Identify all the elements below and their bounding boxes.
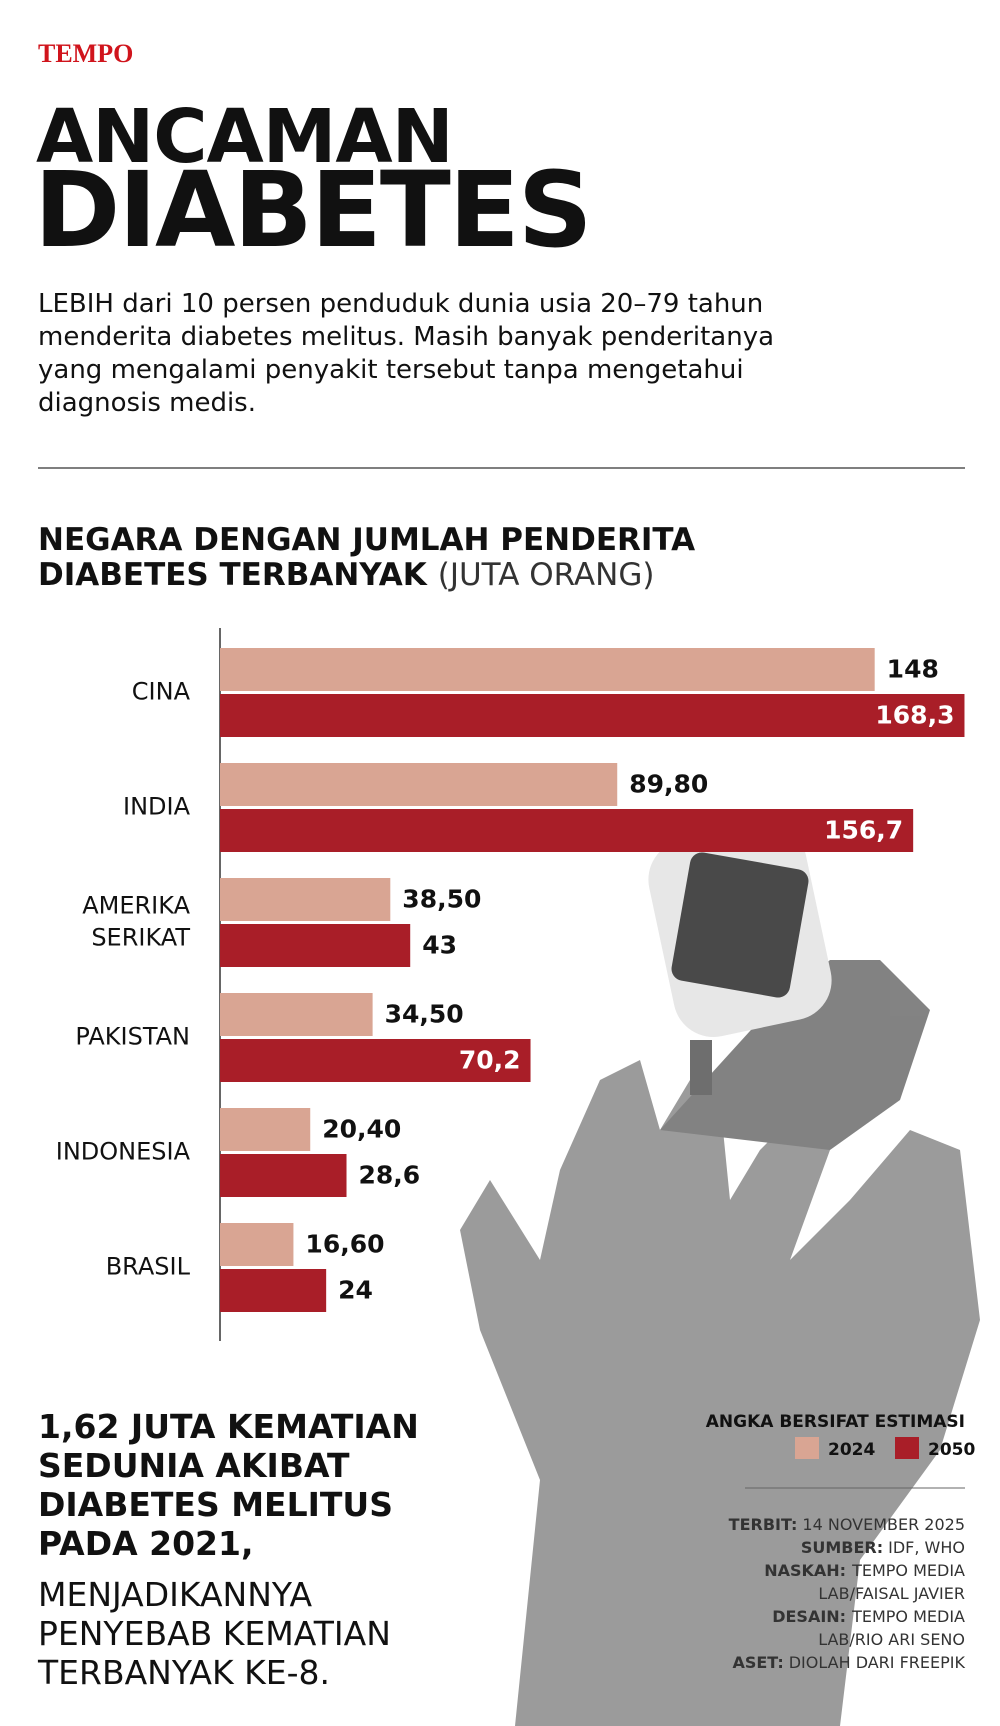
bar — [220, 924, 411, 967]
headline: DIABETES — [34, 149, 591, 271]
credit-label: DESAIN: — [772, 1607, 846, 1626]
value-label: 28,6 — [359, 1161, 421, 1190]
credit-value: LAB/RIO ARI SENO — [818, 1630, 965, 1649]
value-label: 24 — [338, 1276, 373, 1305]
illustration — [460, 822, 980, 1726]
intro-line: diagnosis medis. — [38, 388, 256, 418]
stat-bold: 1,62 JUTA KEMATIAN — [38, 1407, 419, 1446]
legend-title: ANGKA BERSIFAT ESTIMASI — [706, 1412, 965, 1432]
credit-label: ASET: — [732, 1653, 783, 1672]
category-label: INDONESIA — [56, 1138, 191, 1166]
category-label: PAKISTAN — [75, 1023, 190, 1051]
value-label: 38,50 — [402, 885, 481, 914]
chart-title: DIABETES TERBANYAK — [38, 557, 428, 593]
credit-value: TEMPO MEDIA — [851, 1561, 965, 1580]
value-label: 34,50 — [385, 1000, 464, 1029]
bar — [220, 993, 373, 1036]
bar — [220, 1269, 327, 1312]
legend-swatch — [795, 1437, 819, 1459]
stat-text: MENJADIKANNYA — [38, 1575, 312, 1614]
bar — [220, 1154, 347, 1197]
bar — [220, 648, 875, 691]
intro-line: menderita diabetes melitus. Masih banyak… — [38, 322, 774, 352]
value-label: 16,60 — [305, 1230, 384, 1259]
value-label: 156,7 — [824, 816, 903, 845]
stat-bold: PADA 2021, — [38, 1524, 254, 1563]
category-label: CINA — [132, 678, 191, 706]
credit-value: IDF, WHO — [888, 1538, 965, 1557]
chart-title: NEGARA DENGAN JUMLAH PENDERITA — [38, 522, 695, 558]
credit-value: 14 NOVEMBER 2025 — [802, 1515, 965, 1534]
value-label: 70,2 — [459, 1046, 521, 1075]
bar — [220, 809, 914, 852]
credit-value: TEMPO MEDIA — [851, 1607, 965, 1626]
intro-line: LEBIH dari 10 persen penduduk dunia usia… — [38, 289, 763, 319]
bar — [220, 763, 618, 806]
chart-unit: (JUTA ORANG) — [438, 557, 655, 593]
credit-label: TERBIT: — [729, 1515, 798, 1534]
credit-value: LAB/FAISAL JAVIER — [818, 1584, 965, 1603]
stat-text: TERBANYAK KE-8. — [37, 1653, 330, 1692]
value-label: 89,80 — [629, 770, 708, 799]
credit-label: SUMBER: — [801, 1538, 883, 1557]
stat-text: PENYEBAB KEMATIAN — [38, 1614, 391, 1653]
stat-bold: DIABETES MELITUS — [38, 1485, 393, 1524]
bar — [220, 1039, 531, 1082]
credit-value: DIOLAH DARI FREEPIK — [789, 1653, 966, 1672]
legend-label: 2024 — [828, 1440, 875, 1460]
bar — [220, 694, 965, 737]
bar — [220, 878, 391, 921]
category-label: AMERIKA SERIKAT — [82, 892, 190, 952]
stat-bold: SEDUNIA AKIBAT — [38, 1446, 350, 1485]
value-label: 20,40 — [322, 1115, 401, 1144]
brand: TEMPO — [38, 39, 133, 68]
credit-label: NASKAH: — [764, 1561, 846, 1580]
legend-label: 2050 — [928, 1440, 975, 1460]
bar — [220, 1108, 311, 1151]
category-label: BRASIL — [106, 1253, 191, 1281]
category-label: INDIA — [123, 793, 191, 821]
bar — [220, 1223, 294, 1266]
headline: ANCAMAN — [36, 94, 453, 180]
intro-line: yang mengalami penyakit tersebut tanpa m… — [38, 355, 744, 385]
value-label: 168,3 — [875, 701, 954, 730]
value-label: 148 — [887, 655, 939, 684]
legend-swatch — [895, 1437, 919, 1459]
value-label: 43 — [422, 931, 457, 960]
